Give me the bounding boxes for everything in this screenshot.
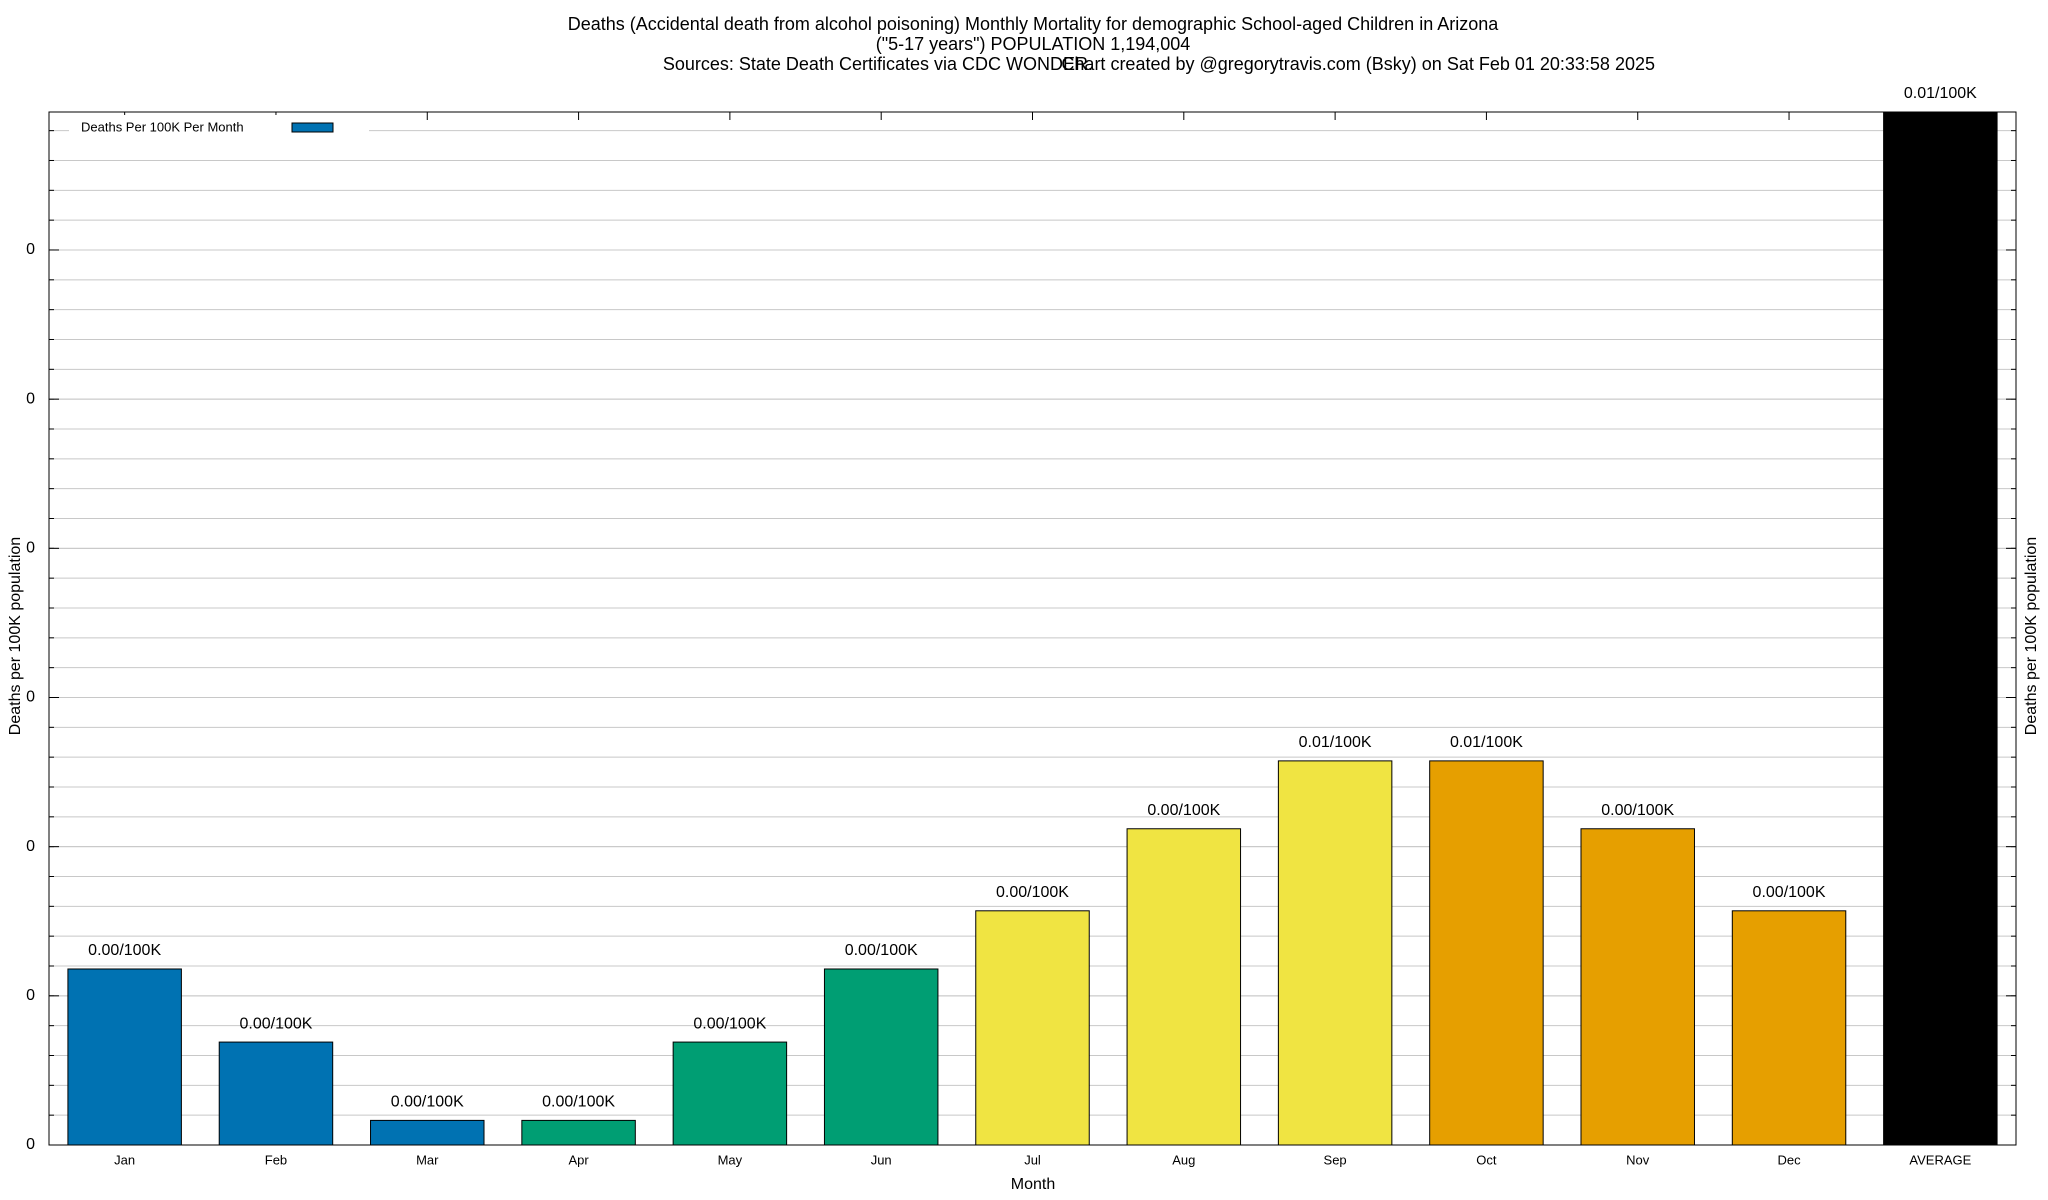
bar — [1429, 760, 1544, 1146]
chart-credit: Chart created by @gregorytravis.com (Bsk… — [1061, 54, 1655, 74]
y-axis-label: Deaths per 100K population — [7, 537, 24, 735]
chart-subtitle: ("5-17 years") POPULATION 1,194,004 — [876, 34, 1191, 54]
x-tick-label: Apr — [568, 1152, 589, 1167]
value-label: 0.00/100K — [693, 1015, 766, 1032]
x-tick-label: Jan — [114, 1152, 135, 1167]
x-tick-label: Dec — [1777, 1152, 1801, 1167]
value-label: 0.00/100K — [542, 1094, 615, 1111]
x-tick-label: Nov — [1626, 1152, 1650, 1167]
value-label: 0.00/100K — [845, 942, 918, 959]
bar — [218, 1041, 334, 1146]
x-tick-label: Jun — [871, 1152, 892, 1167]
y-tick-label: 0 — [26, 390, 35, 407]
x-tick-label: Oct — [1476, 1152, 1497, 1167]
x-tick-label: Aug — [1172, 1152, 1195, 1167]
bar — [1580, 828, 1695, 1146]
bar — [370, 1119, 485, 1146]
bar — [1277, 760, 1393, 1146]
y-tick-label: 0 — [26, 1136, 35, 1153]
y-tick-label: 0 — [26, 838, 35, 855]
legend-swatch — [291, 122, 334, 133]
value-label: 0.00/100K — [391, 1094, 464, 1111]
value-label: 0.00/100K — [1753, 884, 1826, 901]
value-label: 0.00/100K — [996, 884, 1069, 901]
bar — [975, 910, 1090, 1146]
value-label: 0.00/100K — [1601, 802, 1674, 819]
value-label: 0.01/100K — [1450, 734, 1523, 751]
plot-frame — [48, 111, 2017, 1146]
bar — [1883, 111, 1998, 1146]
value-label: 0.00/100K — [1147, 802, 1220, 819]
bar — [1126, 828, 1242, 1146]
y-tick-label: 0 — [26, 987, 35, 1004]
bar — [823, 968, 939, 1146]
value-label: 0.01/100K — [1904, 85, 1977, 102]
legend-label: Deaths Per 100K Per Month — [81, 119, 244, 134]
value-label: 0.00/100K — [88, 942, 161, 959]
y2-axis-label: Deaths per 100K population — [2023, 537, 2040, 735]
y-tick-label: 0 — [26, 241, 35, 258]
bar — [67, 968, 182, 1146]
y-tick-label: 0 — [26, 689, 35, 706]
x-tick-label: Sep — [1324, 1152, 1347, 1167]
y-tick-label: 0 — [26, 540, 35, 557]
value-label: 0.01/100K — [1299, 734, 1372, 751]
x-tick-label: AVERAGE — [1909, 1152, 1971, 1167]
chart-source: Sources: State Death Certificates via CD… — [663, 54, 1093, 74]
x-tick-label: Feb — [265, 1152, 287, 1167]
bar — [521, 1119, 636, 1146]
x-axis-label: Month — [1011, 1176, 1055, 1193]
bar — [1731, 910, 1847, 1146]
chart-title: Deaths (Accidental death from alcohol po… — [568, 14, 1499, 34]
x-tick-label: Mar — [416, 1152, 439, 1167]
x-tick-label: May — [718, 1152, 743, 1167]
bar — [672, 1041, 788, 1146]
x-tick-label: Jul — [1024, 1152, 1041, 1167]
value-label: 0.00/100K — [239, 1015, 312, 1032]
